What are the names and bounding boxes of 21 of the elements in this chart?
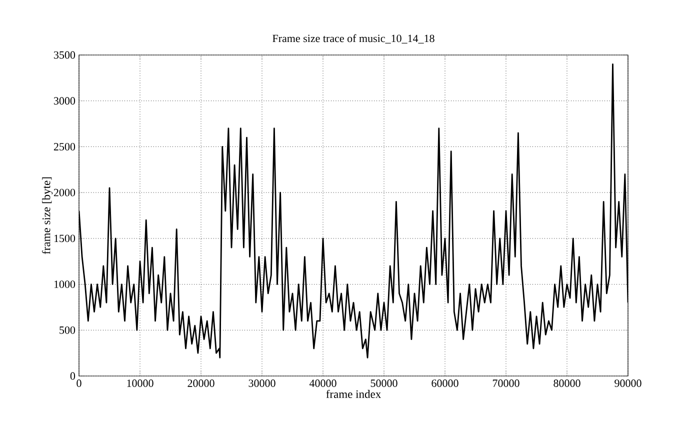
- y-tick-label: 3500: [54, 51, 76, 59]
- y-tick-label: 2500: [54, 143, 76, 150]
- x-tick-label: 80000: [554, 380, 580, 387]
- y-tick-label: 1500: [54, 234, 76, 242]
- x-tick-label: 40000: [309, 380, 336, 387]
- y-tick-label: 1000: [54, 280, 76, 288]
- x-tick-label: 50000: [370, 380, 398, 387]
- y-tick-label: 500: [60, 326, 76, 334]
- x-tick-label: 90000: [614, 380, 642, 387]
- y-tick-label: 0: [70, 372, 76, 380]
- x-axis-title: frame index: [326, 390, 381, 398]
- chart-title: Frame size trace of music_10_14_18: [272, 34, 434, 44]
- x-tick-label: 10000: [127, 380, 154, 387]
- y-tick-label: 3000: [54, 97, 76, 105]
- x-tick-label: 0: [76, 380, 82, 387]
- x-tick-label: 30000: [248, 380, 276, 387]
- y-tick-label: 2000: [54, 188, 76, 196]
- x-tick-label: 20000: [188, 380, 214, 387]
- x-tick-label: 70000: [492, 380, 520, 387]
- x-tick-label: 60000: [432, 380, 458, 387]
- y-axis-title: frame size [byte]: [42, 177, 53, 254]
